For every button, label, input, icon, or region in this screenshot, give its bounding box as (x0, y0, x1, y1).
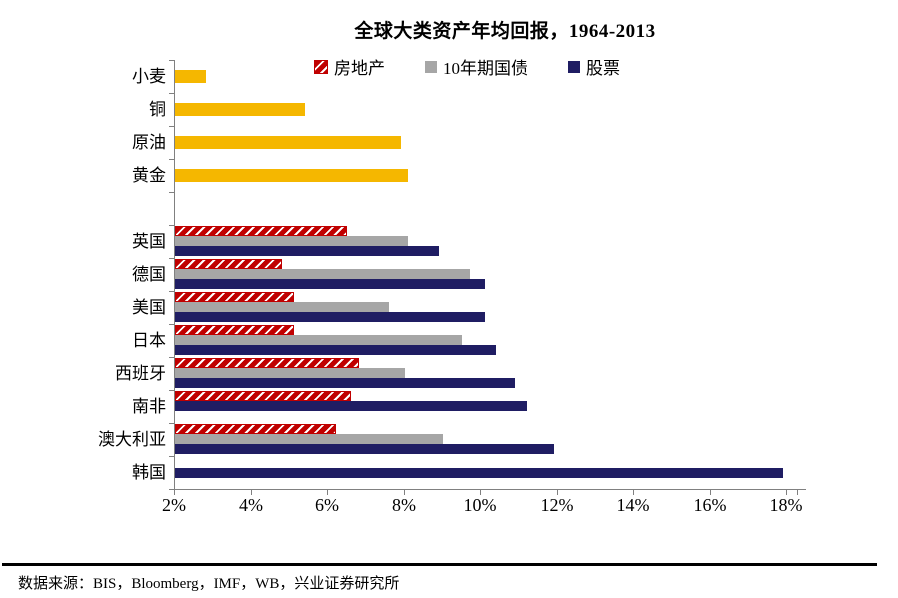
real_estate-bar-西班牙 (175, 358, 359, 368)
stock-bar-德国 (175, 279, 485, 289)
footer-divider (2, 563, 877, 566)
legend-item-real_estate: 房地产 (314, 54, 385, 79)
legend-label: 股票 (586, 59, 620, 78)
x-tick-label: 4% (239, 495, 263, 515)
x-axis-tick (480, 490, 481, 495)
category-label: 原油 (132, 133, 166, 152)
stock-bar-美国 (175, 312, 485, 322)
y-axis-tick (169, 93, 174, 94)
y-axis-tick (169, 258, 174, 259)
bond-swatch-icon (425, 60, 437, 73)
category-label: 英国 (132, 232, 166, 251)
real_estate-bar-英国 (175, 226, 347, 236)
x-axis-tick (174, 490, 175, 495)
y-axis-tick (169, 225, 174, 226)
stock-bar-英国 (175, 246, 439, 256)
x-axis-tick (557, 490, 558, 495)
x-tick-label: 12% (540, 495, 574, 515)
category-label: 小麦 (132, 67, 166, 86)
bond-bar-英国 (175, 236, 408, 246)
bond-bar-德国 (175, 269, 470, 279)
stock-bar-南非 (175, 401, 527, 411)
x-axis-labels: 2% 4% 6% 8% 10% 12% 14% 16% 18% (162, 495, 806, 519)
chart-legend: 房地产 10年期国债 股票 (314, 54, 620, 79)
commodity-bar-小麦 (175, 70, 206, 83)
y-axis-tick (169, 192, 174, 193)
category-label: 澳大利亚 (98, 430, 166, 449)
real_estate-swatch-icon (314, 59, 328, 74)
legend-label: 房地产 (334, 59, 385, 78)
plot-area (169, 60, 806, 495)
y-axis-tick (169, 126, 174, 127)
y-axis-tick (169, 291, 174, 292)
chart-title: 全球大类资产年均回报，1964-2013 (354, 21, 656, 42)
y-axis-tick (169, 456, 174, 457)
stock-bar-西班牙 (175, 378, 515, 388)
x-tick-label: 2% (162, 495, 186, 515)
x-axis-tick (251, 490, 252, 495)
y-axis-tick (169, 489, 174, 490)
legend-item-bond: 10年期国债 (425, 54, 528, 79)
x-axis-line (174, 489, 806, 490)
legend-label: 10年期国债 (443, 59, 528, 78)
stock-bar-日本 (175, 345, 496, 355)
commodity-bar-铜 (175, 103, 305, 116)
x-axis-tick (786, 490, 787, 495)
category-label: 南非 (132, 397, 166, 416)
real_estate-bar-南非 (175, 391, 351, 401)
real_estate-bar-日本 (175, 325, 294, 335)
stock-swatch-icon (568, 60, 580, 73)
x-tick-label: 18% (769, 495, 803, 515)
bond-bar-美国 (175, 302, 389, 312)
y-axis-tick (169, 423, 174, 424)
x-axis-tick (404, 490, 405, 495)
category-label: 铜 (149, 100, 166, 119)
bond-bar-澳大利亚 (175, 434, 443, 444)
x-tick-label: 16% (693, 495, 727, 515)
x-tick-label: 14% (616, 495, 650, 515)
stock-bar-韩国 (175, 468, 783, 478)
y-axis-tick (169, 60, 174, 61)
legend-item-stock: 股票 (568, 54, 620, 79)
category-label: 黄金 (132, 166, 166, 185)
x-axis-tick (710, 490, 711, 495)
category-label: 美国 (132, 298, 166, 317)
category-label: 德国 (132, 265, 166, 284)
real_estate-bar-美国 (175, 292, 294, 302)
bond-bar-日本 (175, 335, 462, 345)
x-tick-label: 8% (392, 495, 416, 515)
commodity-bar-原油 (175, 136, 401, 149)
y-axis-tick (169, 159, 174, 160)
y-axis-tick (169, 324, 174, 325)
y-axis-line (174, 60, 175, 490)
x-axis-tick (633, 490, 634, 495)
x-axis-end-tick (797, 490, 798, 495)
real_estate-bar-澳大利亚 (175, 424, 336, 434)
real_estate-bar-德国 (175, 259, 282, 269)
stock-bar-澳大利亚 (175, 444, 554, 454)
y-axis-tick (169, 390, 174, 391)
category-label: 西班牙 (115, 364, 166, 383)
data-source-label: 数据来源：BIS，Bloomberg，IMF，WB，兴业证券研究所 (18, 576, 400, 592)
x-axis-tick (327, 490, 328, 495)
category-label: 韩国 (132, 463, 166, 482)
category-label: 日本 (132, 331, 166, 350)
bond-bar-西班牙 (175, 368, 405, 378)
commodity-bar-黄金 (175, 169, 408, 182)
y-axis-tick (169, 357, 174, 358)
x-tick-label: 10% (463, 495, 497, 515)
x-tick-label: 6% (315, 495, 339, 515)
